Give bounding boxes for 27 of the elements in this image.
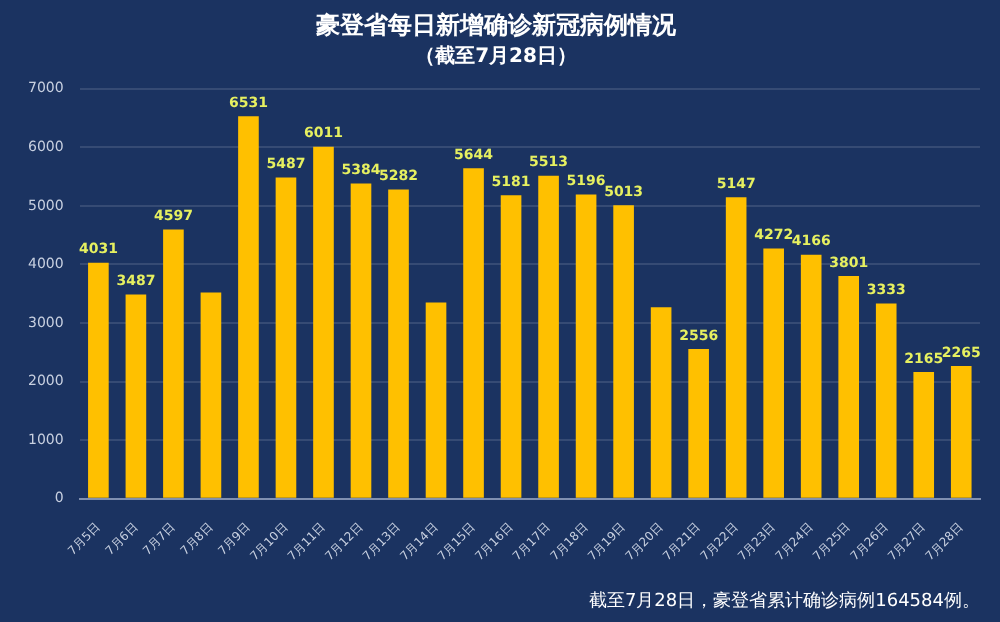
bar [388,189,409,498]
bar [763,248,784,498]
bar [725,197,747,498]
chart-title: 豪登省每日新增确诊新冠病例情况 [314,10,678,39]
bar [200,292,222,498]
bar [800,254,822,498]
bar [238,116,259,498]
bar [875,303,897,498]
bar [350,183,372,498]
bar [575,194,597,498]
bar [425,302,447,498]
bar [313,146,334,498]
bar [950,366,972,498]
bar [275,177,297,498]
bar [613,205,634,498]
bar [838,276,860,498]
chart-subtitle: （截至7月28日） [415,43,577,68]
bar [88,262,109,498]
bar [913,371,935,498]
bar [125,294,147,498]
bar [650,307,672,498]
bar [688,349,709,498]
bar [163,229,184,498]
bar [463,168,484,498]
bar [538,175,559,498]
bar [500,195,522,498]
text: 截至7月28日，豪登省累计确诊病例164584例。 [588,589,980,612]
